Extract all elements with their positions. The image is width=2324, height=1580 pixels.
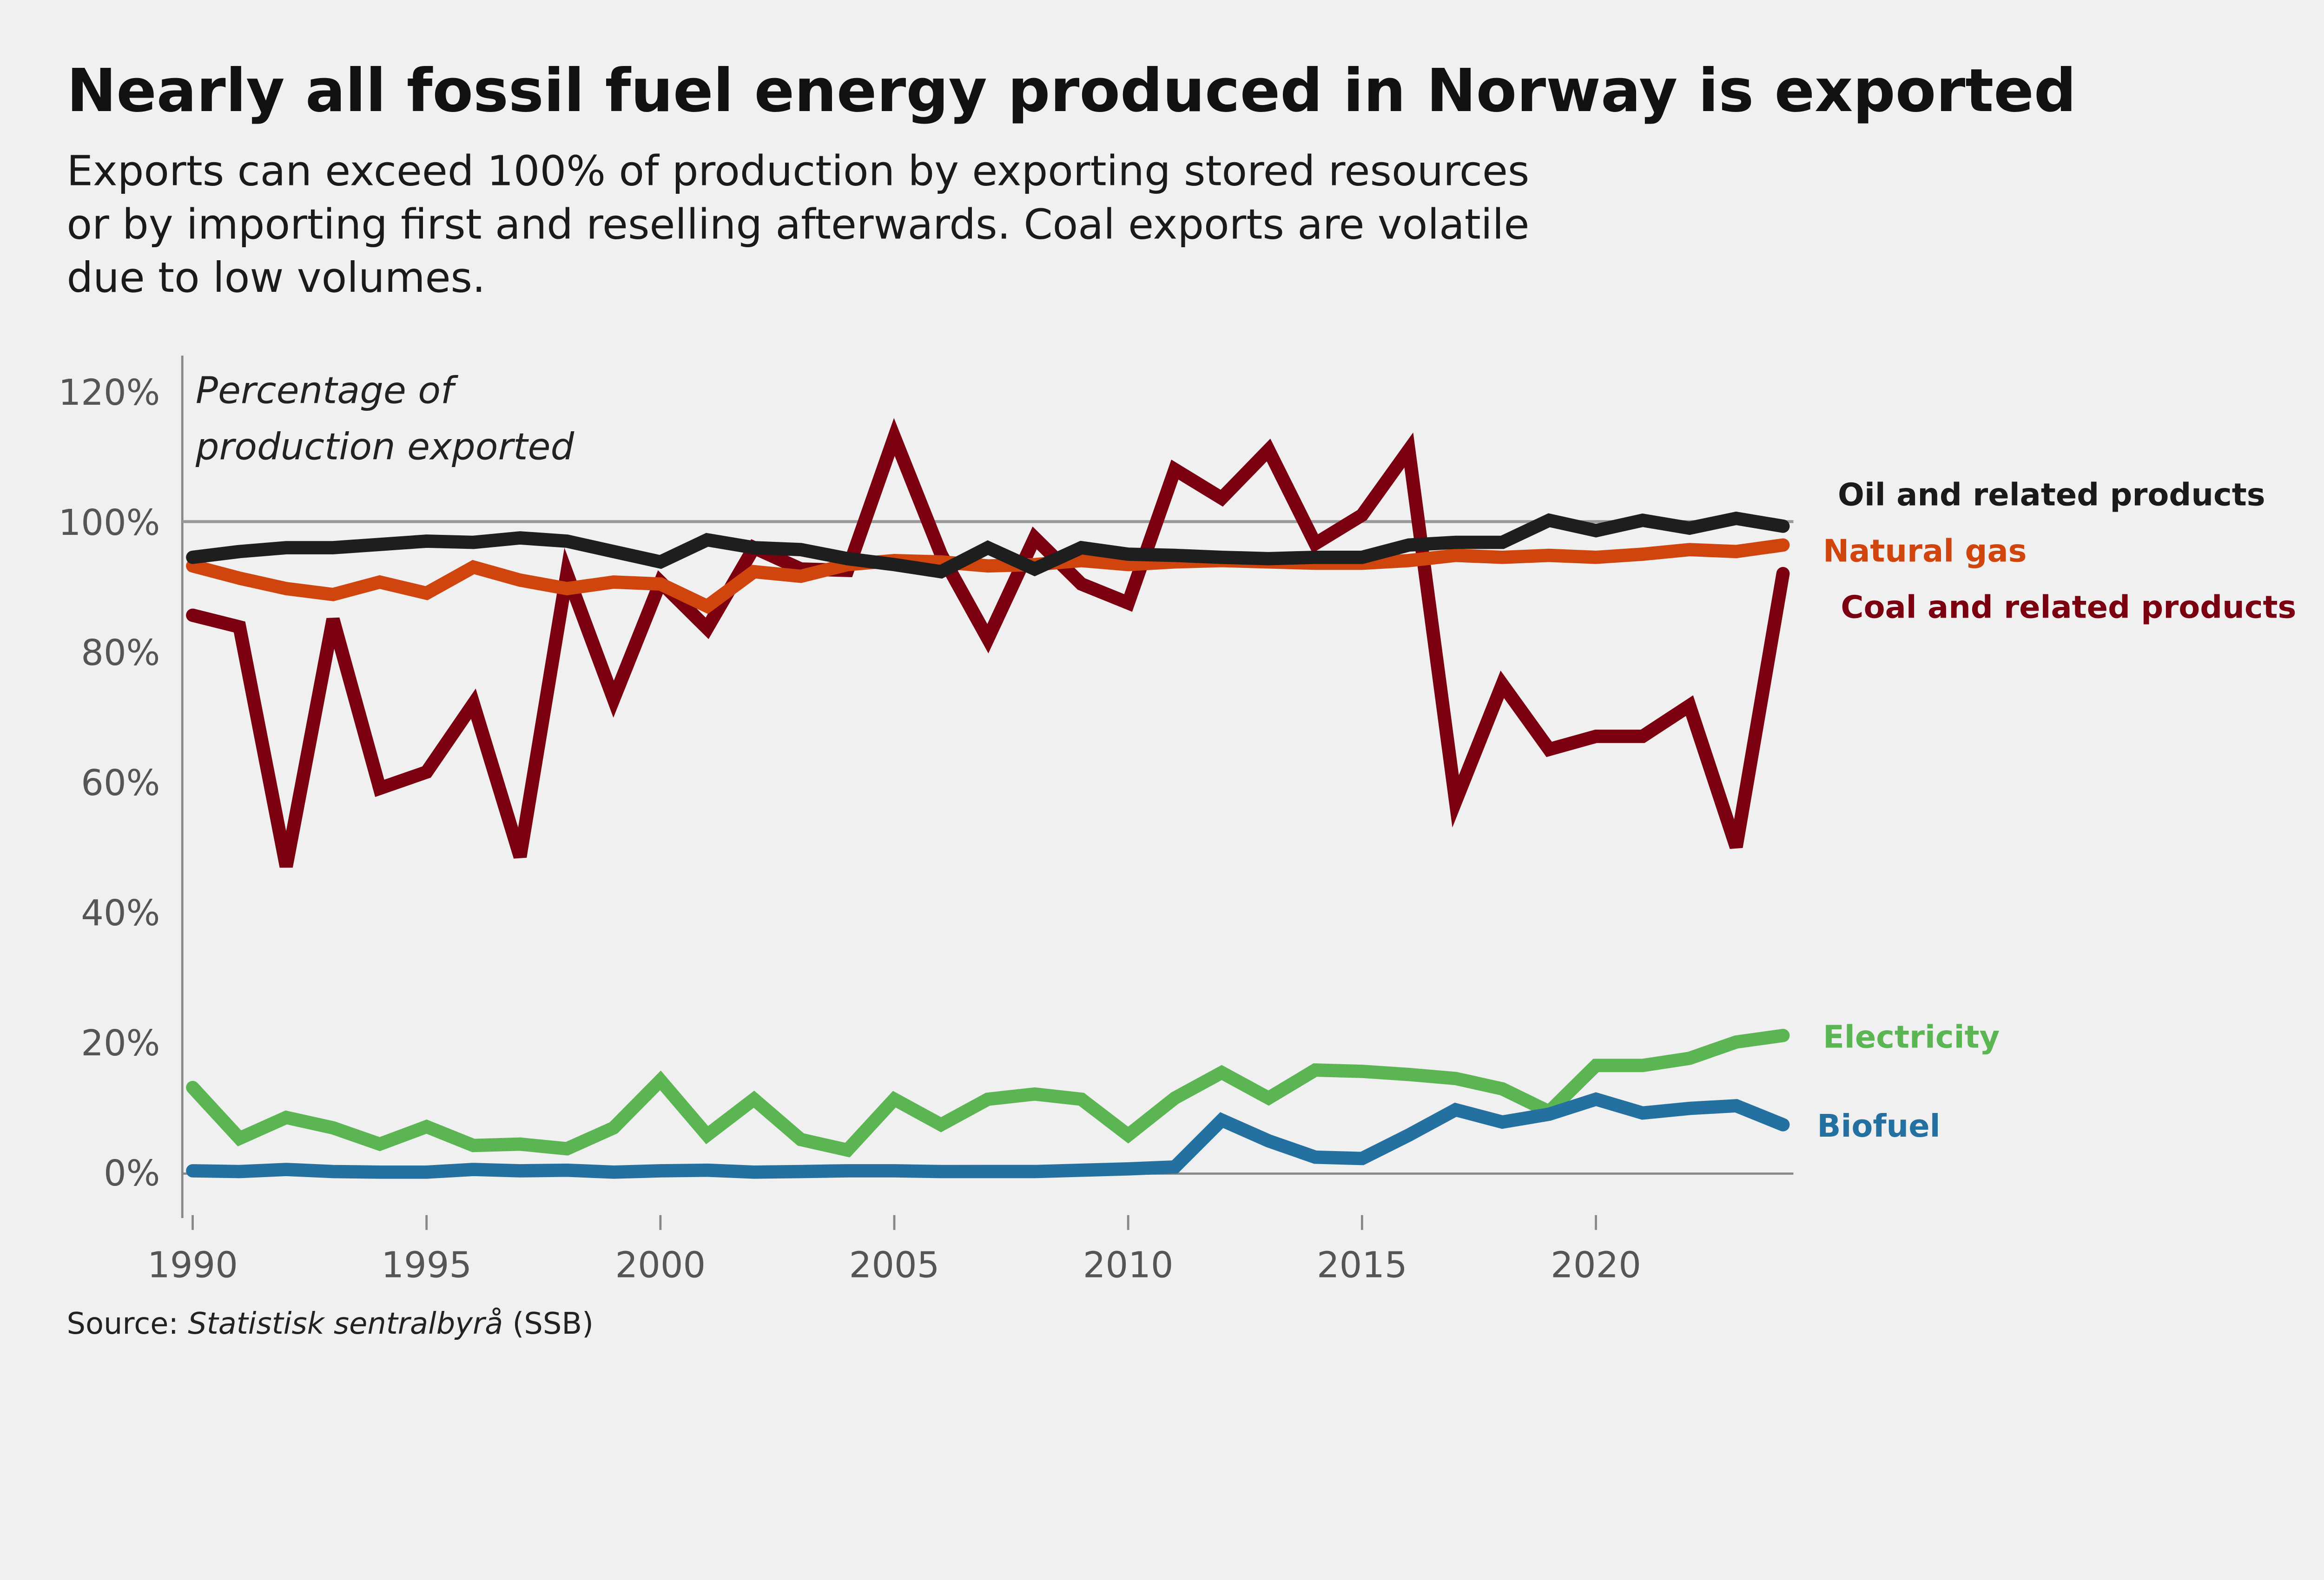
series-label-oil-and-related-products: Oil and related products (1838, 476, 2265, 513)
y-tick-label: 60% (81, 763, 160, 804)
source-prefix: Source: (66, 1307, 188, 1341)
series-label-biofuel: Biofuel (1817, 1108, 1940, 1144)
y-axis-label-line-2: production exported (195, 425, 574, 468)
source-suffix: (SSB) (503, 1307, 594, 1341)
y-ticks: 0% 20% 40% 60% 80% 100% 120% (59, 372, 160, 1194)
y-tick-label: 80% (81, 632, 160, 674)
x-tick-label: 2015 (1317, 1245, 1407, 1286)
chart: Nearly all fossil fuel energy produced i… (59, 57, 2297, 1341)
y-tick-label: 40% (81, 893, 160, 934)
x-tick-label: 2005 (849, 1245, 940, 1286)
x-tick-label: 2000 (615, 1245, 706, 1286)
series-label-electricity: Electricity (1823, 1019, 2000, 1055)
series-labels: Coal and related products Natural gas Oil … (1817, 476, 2296, 1144)
y-tick-label: 20% (81, 1023, 160, 1064)
y-tick-label: 100% (59, 502, 160, 544)
y-tick-label: 0% (104, 1153, 160, 1194)
series-lines (186, 418, 1790, 1179)
x-tick-label: 1995 (381, 1245, 472, 1286)
series-line-electricity (186, 1028, 1790, 1158)
y-axis-label-line-1: Percentage of (196, 369, 459, 412)
subtitle-line-3: due to low volumes. (66, 254, 485, 302)
series-line-natural-gas (186, 538, 1790, 614)
source-name: Statistisk sentralbyrå (188, 1307, 503, 1341)
x-tick-label: 2010 (1083, 1245, 1174, 1286)
subtitle-line-2: or by importing first and reselling afte… (66, 200, 1529, 249)
series-label-coal-and-related-products: Coal and related products (1841, 589, 2296, 625)
series-label-natural-gas: Natural gas (1823, 533, 2027, 569)
y-tick-label: 120% (59, 372, 160, 414)
source-note: Source: Statistisk sentralbyrå (SSB) (66, 1307, 594, 1341)
series-line-coal-and-related-products (186, 418, 1790, 868)
series-line-biofuel (186, 1092, 1790, 1179)
x-tick-label: 2020 (1551, 1245, 1641, 1286)
x-tick-label: 1990 (147, 1245, 238, 1286)
series-line-oil-and-related-products (186, 511, 1790, 579)
subtitle-line-1: Exports can exceed 100% of production by… (66, 147, 1529, 196)
chart-title: Nearly all fossil fuel energy produced i… (66, 57, 2076, 125)
x-ticks: 1990 1995 2000 2005 2010 2015 2020 (147, 1215, 1641, 1286)
